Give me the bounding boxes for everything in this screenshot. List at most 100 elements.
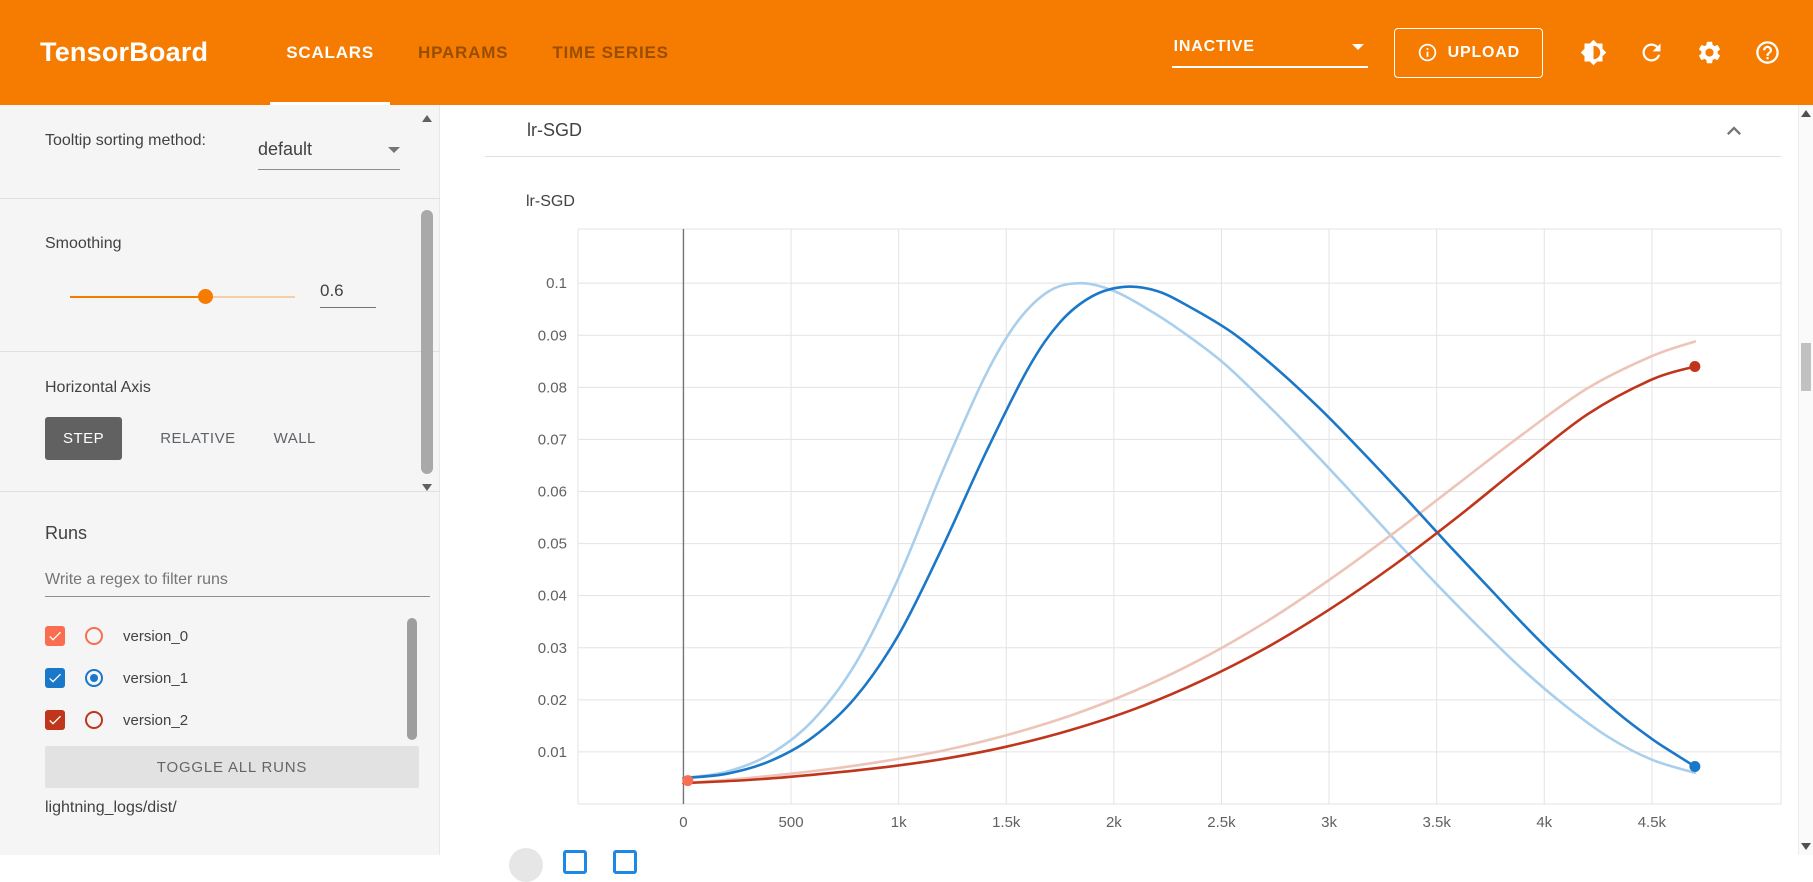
main-content: lr-SGD lr-SGD 0.01 0.02 0.03 0.04 0.05 0.06 0.… [440,105,1798,882]
axis-option-step[interactable]: STEP [45,417,123,460]
run-checkbox[interactable] [45,710,65,730]
info-icon [1418,43,1436,62]
svg-text:1.5k: 1.5k [992,814,1021,831]
tooltip-sorting-value: default [258,139,313,159]
dark-mode-toggle-button[interactable] [1569,29,1617,77]
help-icon [1755,41,1779,64]
tab-time-series-label: TIME SERIES [552,42,669,62]
log-directory-label: lightning_logs/dist/ [45,799,177,816]
scroll-down-arrow-icon[interactable] [422,484,432,491]
svg-text:0.05: 0.05 [538,536,567,553]
runs-list-scrollbar-thumb[interactable] [407,618,417,740]
run-line-version_1-original[interactable] [682,281,1697,780]
header-icon-group [1569,29,1791,77]
upload-button[interactable]: UPLOAD [1393,27,1543,78]
run-radio[interactable] [85,669,103,687]
chevron-down-icon [388,146,400,153]
upload-button-label: UPLOAD [1447,43,1520,61]
smoothing-value-input[interactable]: 0.6 [320,281,376,308]
run-label: version_2 [123,711,189,729]
check-icon [49,715,61,725]
settings-button[interactable] [1685,29,1733,77]
svg-text:0.02: 0.02 [538,692,567,709]
endpoint-dot-version_1-smoothed[interactable] [1689,761,1701,772]
scroll-up-arrow-icon[interactable] [1801,110,1811,117]
chart-group-title: lr-SGD [527,120,582,140]
tab-scalars[interactable]: SCALARS [264,0,396,105]
axis-option-relative[interactable]: RELATIVE [160,430,236,447]
run-line-version_1-smoothed[interactable] [682,285,1697,780]
header-actions: INACTIVE UPLOAD [1171,27,1791,78]
card-toolbar-circle-icon[interactable] [509,848,543,882]
svg-text:500: 500 [779,814,804,831]
chart-title: lr-SGD [526,193,575,210]
scroll-up-arrow-icon[interactable] [422,115,432,122]
data-status-select[interactable]: INACTIVE [1171,38,1368,68]
smoothing-label: Smoothing [45,235,122,252]
svg-text:0.08: 0.08 [538,379,567,396]
scroll-down-arrow-icon[interactable] [1801,843,1811,850]
radio-dot [90,674,98,682]
refresh-icon [1642,43,1660,62]
toggle-all-runs-button[interactable]: TOGGLE ALL RUNS [45,746,419,788]
nav-tabs: SCALARS HPARAMS TIME SERIES [264,0,691,105]
help-button[interactable] [1743,29,1791,77]
refresh-button[interactable] [1627,29,1675,77]
svg-text:0.07: 0.07 [538,431,567,448]
run-checkbox[interactable] [45,668,65,688]
tab-scalars-label: SCALARS [286,42,375,62]
horizontal-axis-label: Horizontal Axis [45,379,151,396]
run-row: version_1 [45,657,405,699]
run-row: version_2 [45,699,405,741]
axis-option-wall[interactable]: WALL [273,430,316,447]
run-label: version_0 [123,627,189,645]
slider-fill [70,296,205,298]
chevron-up-icon [1727,125,1741,135]
svg-text:3k: 3k [1321,814,1337,831]
chevron-down-icon [1351,43,1364,50]
chart-series [682,281,1701,787]
scrollbar-thumb[interactable] [1801,343,1811,391]
svg-text:0.01: 0.01 [538,744,567,761]
card-toolbar-square-icon[interactable] [563,850,587,874]
divider [0,491,440,492]
run-radio[interactable] [85,711,103,729]
endpoint-dot-version_0[interactable] [682,775,694,787]
endpoint-dot-version_2-smoothed[interactable] [1689,361,1701,372]
svg-text:4k: 4k [1536,814,1552,831]
chart-group-header[interactable]: lr-SGD [485,105,1781,157]
svg-text:2k: 2k [1106,814,1122,831]
tooltip-sorting-label: Tooltip sorting method: [45,132,206,149]
card-toolbar-square-icon[interactable] [613,850,637,874]
page-scrollbar[interactable] [1798,105,1813,855]
svg-text:1k: 1k [891,814,907,831]
runs-list: version_0 version_1 version_2 [45,615,405,741]
check-icon [49,631,61,641]
run-line-version_2-original[interactable] [682,340,1697,785]
smoothing-slider[interactable] [70,289,295,304]
run-radio[interactable] [85,627,103,645]
scrollbar-thumb[interactable] [421,210,433,474]
brightness-icon [1580,39,1606,66]
svg-text:0.1: 0.1 [546,275,567,292]
settings-panel-scrollbar[interactable] [420,111,434,495]
run-line-version_2-smoothed[interactable] [682,365,1697,785]
svg-text:0.03: 0.03 [538,640,567,657]
runs-filter-input[interactable] [45,563,430,597]
run-checkbox[interactable] [45,626,65,646]
slider-thumb[interactable] [197,289,213,304]
tab-hparams[interactable]: HPARAMS [396,0,530,105]
tab-time-series[interactable]: TIME SERIES [530,0,691,105]
svg-text:0: 0 [679,814,687,831]
collapse-button[interactable] [1717,114,1751,148]
svg-text:0.09: 0.09 [538,327,567,344]
chart-grid [577,228,1782,805]
svg-text:0.06: 0.06 [538,484,567,501]
divider [0,351,440,352]
svg-text:3.5k: 3.5k [1422,814,1451,831]
scalar-line-chart[interactable]: 0.01 0.02 0.03 0.04 0.05 0.06 0.07 0.08 0.09 0.1 0… [440,160,1798,855]
app-logo: TensorBoard [40,37,209,67]
runs-heading: Runs [45,523,88,543]
tooltip-sorting-select[interactable]: default [258,139,400,170]
chart-axis-labels: 0.01 0.02 0.03 0.04 0.05 0.06 0.07 0.08 0.09 0.1 0… [538,275,1667,831]
